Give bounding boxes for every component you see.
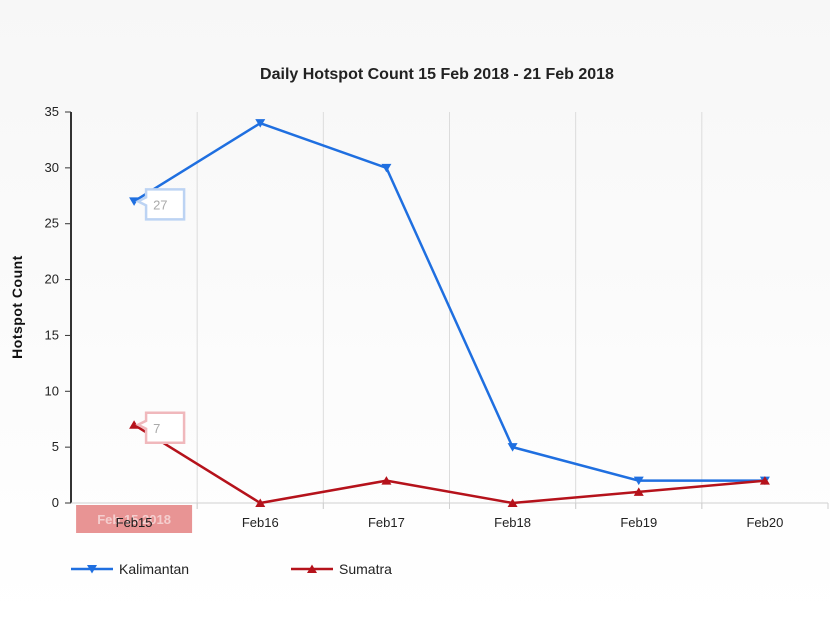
legend-item-kalimantan[interactable]: Kalimantan [71, 561, 189, 577]
data-label: 7 [135, 411, 186, 445]
data-point[interactable] [507, 498, 518, 508]
x-tick-label: Feb18 [494, 515, 531, 530]
legend-label[interactable]: Kalimantan [119, 561, 189, 577]
data-point[interactable] [255, 119, 266, 128]
legend[interactable]: Kalimantan Sumatra [71, 561, 392, 577]
x-tick-label: Feb17 [368, 515, 405, 530]
legend-label[interactable]: Sumatra [339, 561, 392, 577]
data-point[interactable] [633, 476, 644, 486]
data-label: 27 [135, 188, 186, 221]
y-tick-label: 5 [52, 439, 59, 454]
x-tick-label: Feb20 [746, 515, 783, 530]
tooltip-label: Feb 15 2018 [97, 512, 171, 527]
data-point[interactable] [381, 163, 392, 173]
data-point[interactable] [381, 476, 392, 485]
tooltip-box [76, 505, 193, 533]
legend-item-sumatra[interactable]: Sumatra [291, 561, 392, 577]
data-label-text: 27 [153, 197, 167, 212]
legend-marker [87, 565, 97, 574]
y-tick-label: 35 [45, 104, 59, 119]
chart-title: Daily Hotspot Count 15 Feb 2018 - 21 Feb… [260, 66, 614, 83]
data-label-box [135, 411, 186, 445]
data-label-text: 7 [153, 421, 160, 436]
y-tick-label: 0 [52, 495, 59, 510]
y-tick-label: 25 [45, 216, 59, 231]
legend-marker [307, 564, 317, 573]
data-point[interactable] [759, 476, 770, 485]
axes-layer: 0 5 10 15 20 25 30 35 Feb15 Feb16 Feb17 Feb18 Feb19 F… [45, 104, 829, 530]
series-line[interactable] [133, 121, 765, 482]
y-tick-label: 20 [45, 272, 59, 287]
data-point[interactable] [129, 420, 140, 429]
y-tick-label: 10 [45, 383, 59, 398]
x-tick-label-highlight: Feb15 [116, 515, 153, 530]
y-tick-label: 15 [45, 327, 59, 342]
data-point[interactable] [507, 443, 518, 452]
data-point[interactable] [255, 498, 266, 508]
data-point[interactable] [633, 487, 644, 496]
x-tick-label: Feb16 [242, 515, 279, 530]
series-line[interactable] [133, 423, 766, 505]
y-tick-label: 30 [45, 160, 59, 175]
y-axis-title: Hotspot Count [9, 255, 25, 359]
annotation-layer: 27 7 [135, 188, 186, 445]
data-point[interactable] [129, 197, 140, 206]
data-label-box [135, 188, 186, 221]
x-tick-label: Feb19 [620, 515, 657, 530]
series-sumatra[interactable] [129, 420, 770, 507]
series-layer [129, 119, 770, 507]
